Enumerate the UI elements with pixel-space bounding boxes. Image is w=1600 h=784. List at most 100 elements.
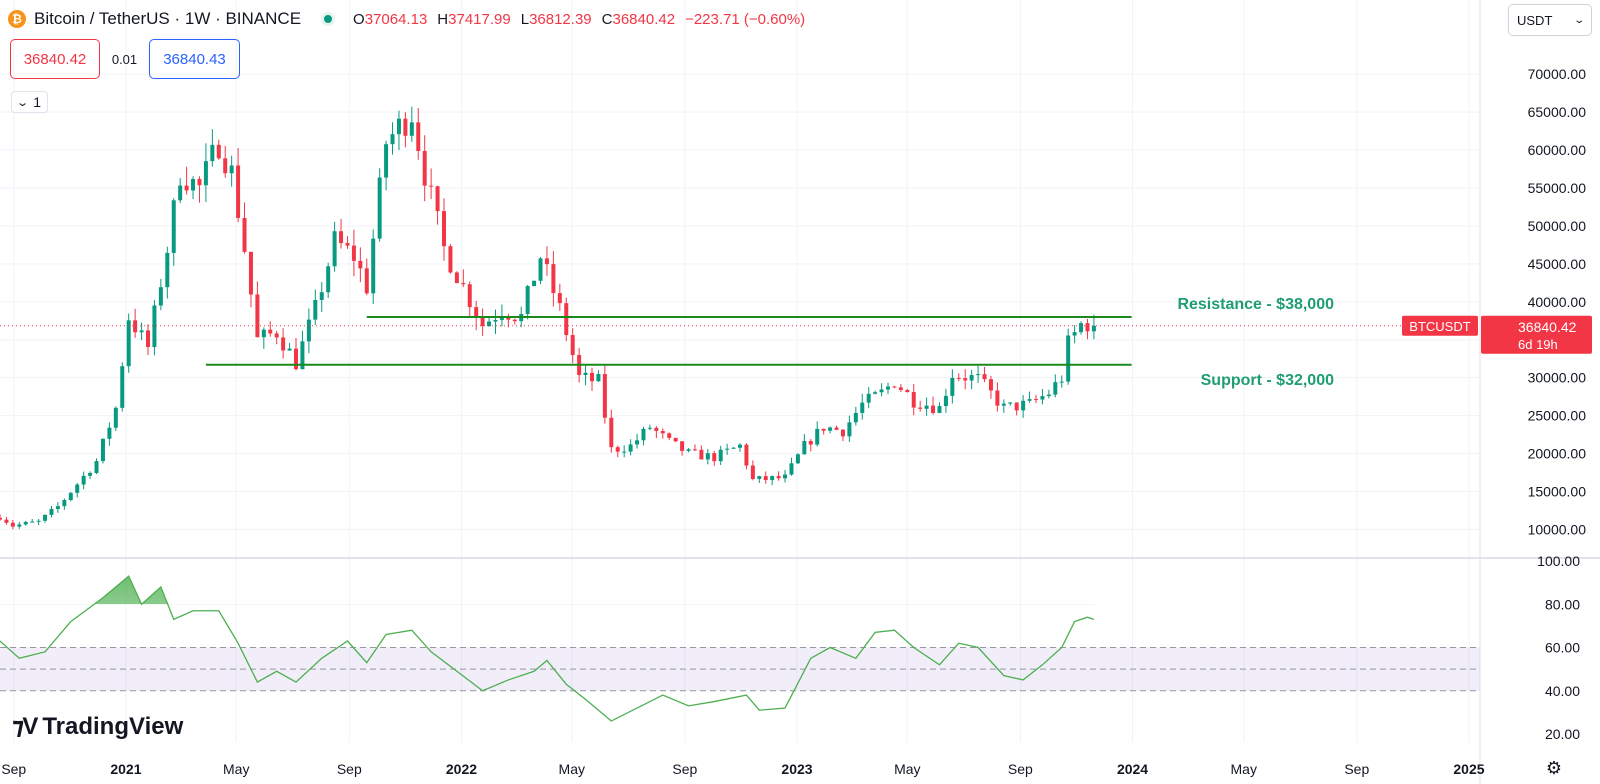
candle-body [821,428,826,431]
candle-body [43,514,48,521]
candle-body [203,161,208,186]
candle [757,475,762,483]
candle-body [712,453,717,462]
candle-body [306,319,311,342]
candle-body [995,390,1000,406]
gear-icon[interactable]: ⚙ [1545,757,1563,778]
candle [281,328,286,359]
resistance-label: Resistance - $38,000 [1177,296,1334,313]
candle-body [274,333,279,338]
candle [686,448,691,453]
candle-body [828,427,833,431]
currency-select[interactable]: USDT ⌄ [1508,4,1592,36]
candle-body [1014,402,1019,411]
candle-body [55,506,60,509]
candle-body [255,294,260,338]
ohlc-change: −223.71 (−0.60%) [685,10,806,28]
candle [55,502,60,513]
candle-body [499,316,504,320]
candle-body [924,405,929,409]
candle-body [982,374,987,380]
candle-body [1001,403,1006,406]
candle-body [532,280,537,287]
candle-body [699,449,704,460]
symbol-title[interactable]: Bitcoin / TetherUS · 1W · BINANCE [34,9,302,28]
candle-body [718,449,723,462]
candle-body [146,330,150,348]
candle [705,449,710,465]
candle [1027,391,1032,403]
candle [390,122,395,155]
candle [435,185,440,225]
candle [448,243,453,274]
candle [770,475,775,486]
candle-body [287,348,292,351]
candle-body [866,393,871,403]
candle [146,324,150,356]
candle [886,382,890,395]
candle-body [590,372,594,382]
candle [943,388,948,413]
candle [738,443,742,452]
candle [396,110,401,151]
candle-body [783,474,788,479]
candle [654,425,659,439]
candle [371,229,376,305]
indicators-toggle-button[interactable]: ⌄ 1 [11,91,48,113]
candle [969,369,974,390]
candle-body [171,200,176,253]
candle [139,322,144,341]
candle [216,139,221,160]
candle-body [358,260,363,269]
price-tick-label: 60000.00 [1528,142,1587,158]
candle [776,471,781,481]
candle [442,198,446,261]
candle [956,373,961,382]
candle [744,443,749,470]
price-tick-label: 45000.00 [1528,256,1587,272]
indicator-count: 1 [33,94,41,110]
candle-body [229,165,234,174]
candle [750,460,755,481]
price-tick-label: 25000.00 [1528,408,1587,424]
candle [551,251,556,307]
candle [602,364,607,424]
candle [660,428,665,439]
candle-body [622,451,627,453]
candle-body [1021,400,1026,411]
candle-body [88,472,93,476]
candle-body [36,520,41,522]
candle [628,439,633,456]
candle [313,289,318,326]
candle [1059,375,1064,388]
candle [191,176,196,200]
candle-body [976,374,981,376]
candle-body [892,386,897,388]
candle [30,518,35,523]
last-price-badge-bg [1481,315,1592,354]
candle [512,318,517,325]
candle [873,390,878,395]
candle-body [100,438,105,462]
candle [1053,374,1058,398]
candle [178,177,183,204]
rsi-tick-label: 80.00 [1545,596,1580,612]
candle-body [911,392,916,408]
brand-name: TradingView [42,712,184,740]
candle-body [905,390,910,393]
sell-button[interactable]: 36840.42 [10,39,100,79]
candle [203,143,208,202]
time-tick-label: May [1231,761,1257,777]
candle-body [847,422,852,437]
rsi-overbought-fill [0,576,1094,605]
candle-body [686,449,691,451]
currency-label: USDT [1517,12,1553,28]
candle-body [1053,382,1058,395]
candle-body [738,444,742,448]
candle [165,246,170,299]
candle-body [744,444,749,466]
candle [4,516,9,525]
candle-body [1066,335,1071,382]
buy-button[interactable]: 36840.43 [149,39,240,79]
